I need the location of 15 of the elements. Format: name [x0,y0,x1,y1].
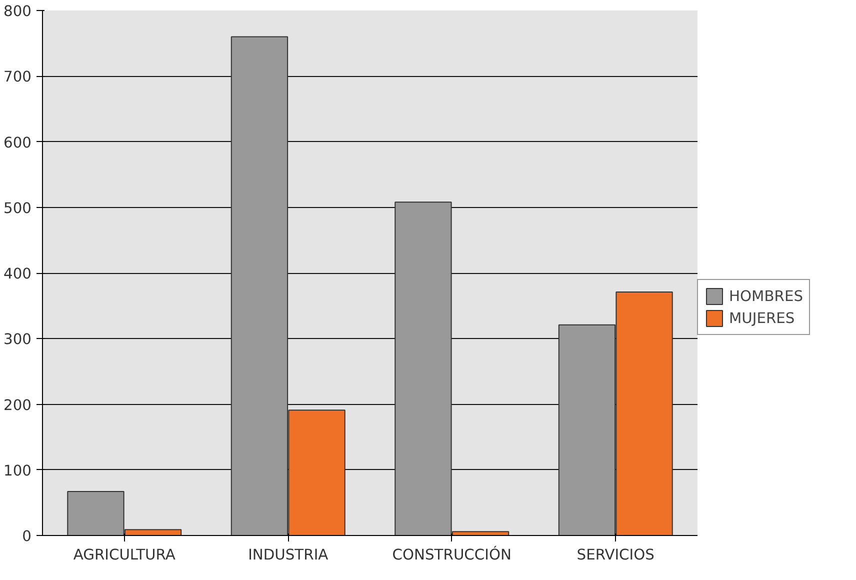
y-tick-label: 800 [4,3,32,20]
x-tick-label: AGRICULTURA [73,546,176,564]
x-tick-label: CONSTRUCCIÓN [392,546,512,564]
y-tick-label: 500 [4,200,32,217]
x-tick-label: SERVICIOS [576,546,654,564]
x-tick-label: INDUSTRIA [248,546,328,564]
y-tick-label: 200 [4,396,32,414]
y-tick-label: 0 [22,528,32,545]
legend-label: HOMBRES [729,288,804,304]
legend-label: MUJERES [729,310,795,326]
y-tick-label: 400 [4,266,32,282]
y-tick-label: 100 [4,462,32,480]
y-tick-label: 700 [4,68,32,86]
y-tick-label: 300 [4,331,32,348]
y-tick-label: 600 [4,134,32,152]
